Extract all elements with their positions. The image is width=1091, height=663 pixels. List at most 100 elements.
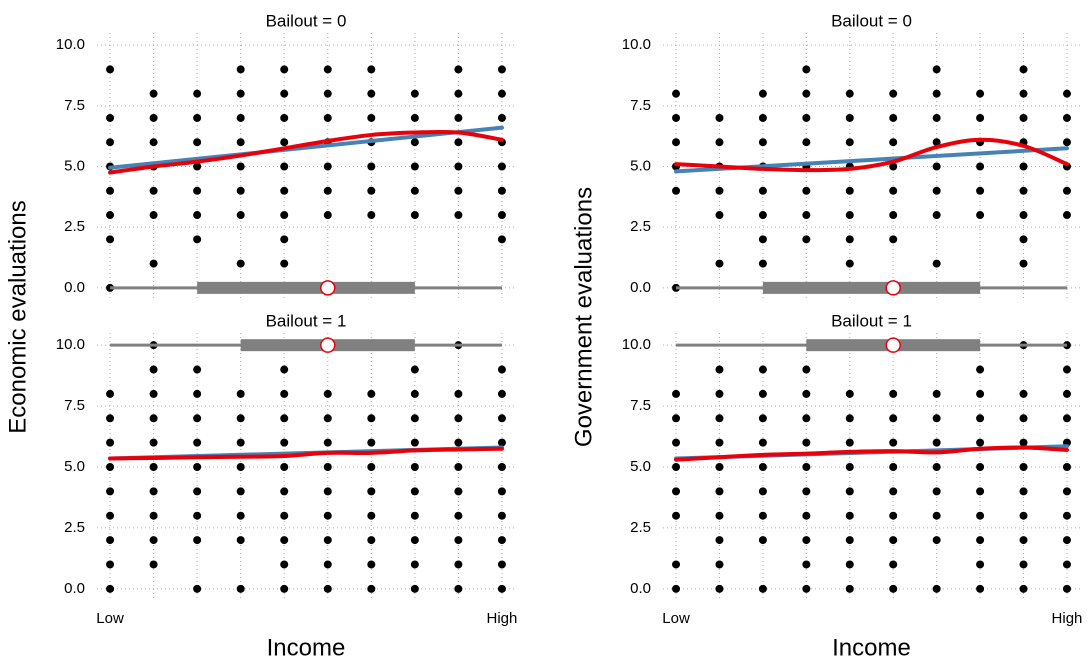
point bbox=[976, 211, 985, 220]
point bbox=[454, 438, 463, 447]
point bbox=[410, 365, 419, 374]
point bbox=[976, 560, 985, 569]
point bbox=[149, 463, 158, 471]
point bbox=[889, 162, 898, 171]
point bbox=[236, 113, 245, 122]
point bbox=[106, 113, 115, 122]
point bbox=[106, 487, 115, 496]
point bbox=[323, 414, 332, 423]
point bbox=[497, 211, 506, 220]
point bbox=[976, 536, 985, 545]
summary-median bbox=[885, 280, 901, 296]
y-tick-label: 5.0 bbox=[630, 458, 651, 475]
panel-title: Bailout = 1 bbox=[831, 311, 912, 330]
point bbox=[149, 138, 158, 147]
point bbox=[802, 487, 811, 496]
point bbox=[845, 511, 854, 520]
point bbox=[323, 162, 332, 171]
point bbox=[106, 560, 115, 569]
point bbox=[1019, 560, 1028, 569]
point bbox=[454, 211, 463, 220]
point bbox=[672, 89, 681, 98]
point bbox=[410, 487, 419, 496]
point bbox=[845, 186, 854, 195]
point bbox=[454, 389, 463, 398]
point bbox=[1019, 113, 1028, 122]
point bbox=[149, 560, 158, 569]
point bbox=[410, 560, 419, 569]
point bbox=[715, 259, 724, 268]
point bbox=[1062, 211, 1071, 220]
point bbox=[280, 138, 289, 147]
point bbox=[932, 162, 941, 171]
y-tick-label: 0.0 bbox=[64, 279, 85, 296]
fit-line bbox=[674, 445, 1069, 462]
point bbox=[280, 259, 289, 268]
point bbox=[280, 113, 289, 122]
point bbox=[193, 138, 202, 147]
y-tick-label: 7.5 bbox=[64, 97, 85, 114]
point bbox=[106, 186, 115, 195]
point bbox=[236, 389, 245, 398]
point bbox=[1062, 113, 1071, 122]
point bbox=[889, 113, 898, 122]
point bbox=[280, 414, 289, 423]
point bbox=[367, 536, 376, 545]
point bbox=[454, 113, 463, 122]
point bbox=[410, 113, 419, 122]
fit-line bbox=[108, 125, 504, 170]
point bbox=[280, 89, 289, 98]
point bbox=[845, 389, 854, 398]
y-tick-label: 2.5 bbox=[64, 519, 85, 536]
point bbox=[802, 89, 811, 98]
point bbox=[280, 438, 289, 447]
point bbox=[106, 438, 115, 447]
point bbox=[932, 138, 941, 147]
point bbox=[454, 463, 463, 471]
point bbox=[323, 211, 332, 220]
point bbox=[672, 584, 681, 593]
point bbox=[672, 138, 681, 147]
point bbox=[976, 162, 985, 171]
point bbox=[497, 186, 506, 195]
point bbox=[367, 89, 376, 98]
point bbox=[106, 138, 115, 147]
y-tick-label: 2.5 bbox=[64, 218, 85, 235]
point bbox=[672, 463, 681, 471]
point bbox=[889, 186, 898, 195]
point bbox=[976, 414, 985, 423]
point bbox=[193, 584, 202, 593]
y-tick-label: 7.5 bbox=[64, 397, 85, 414]
point bbox=[845, 584, 854, 593]
point bbox=[1019, 511, 1028, 520]
point bbox=[1019, 463, 1028, 471]
y-tick-label: 10.0 bbox=[56, 36, 85, 53]
point bbox=[236, 162, 245, 171]
point bbox=[1062, 487, 1071, 496]
point bbox=[758, 463, 767, 471]
point bbox=[454, 584, 463, 593]
point bbox=[758, 89, 767, 98]
point bbox=[1019, 65, 1028, 74]
point bbox=[193, 186, 202, 195]
point bbox=[106, 235, 115, 244]
point bbox=[280, 536, 289, 545]
point bbox=[715, 211, 724, 220]
point bbox=[1019, 235, 1028, 244]
point bbox=[323, 438, 332, 447]
point bbox=[932, 113, 941, 122]
point bbox=[802, 463, 811, 471]
point bbox=[410, 414, 419, 423]
point bbox=[236, 65, 245, 74]
point bbox=[323, 113, 332, 122]
point bbox=[845, 211, 854, 220]
point bbox=[758, 113, 767, 122]
summary-iqr bbox=[197, 281, 415, 294]
point bbox=[410, 138, 419, 147]
fit-line bbox=[674, 137, 1069, 173]
y-tick-label: 7.5 bbox=[630, 97, 651, 114]
point bbox=[932, 259, 941, 268]
point bbox=[802, 414, 811, 423]
point bbox=[149, 211, 158, 220]
